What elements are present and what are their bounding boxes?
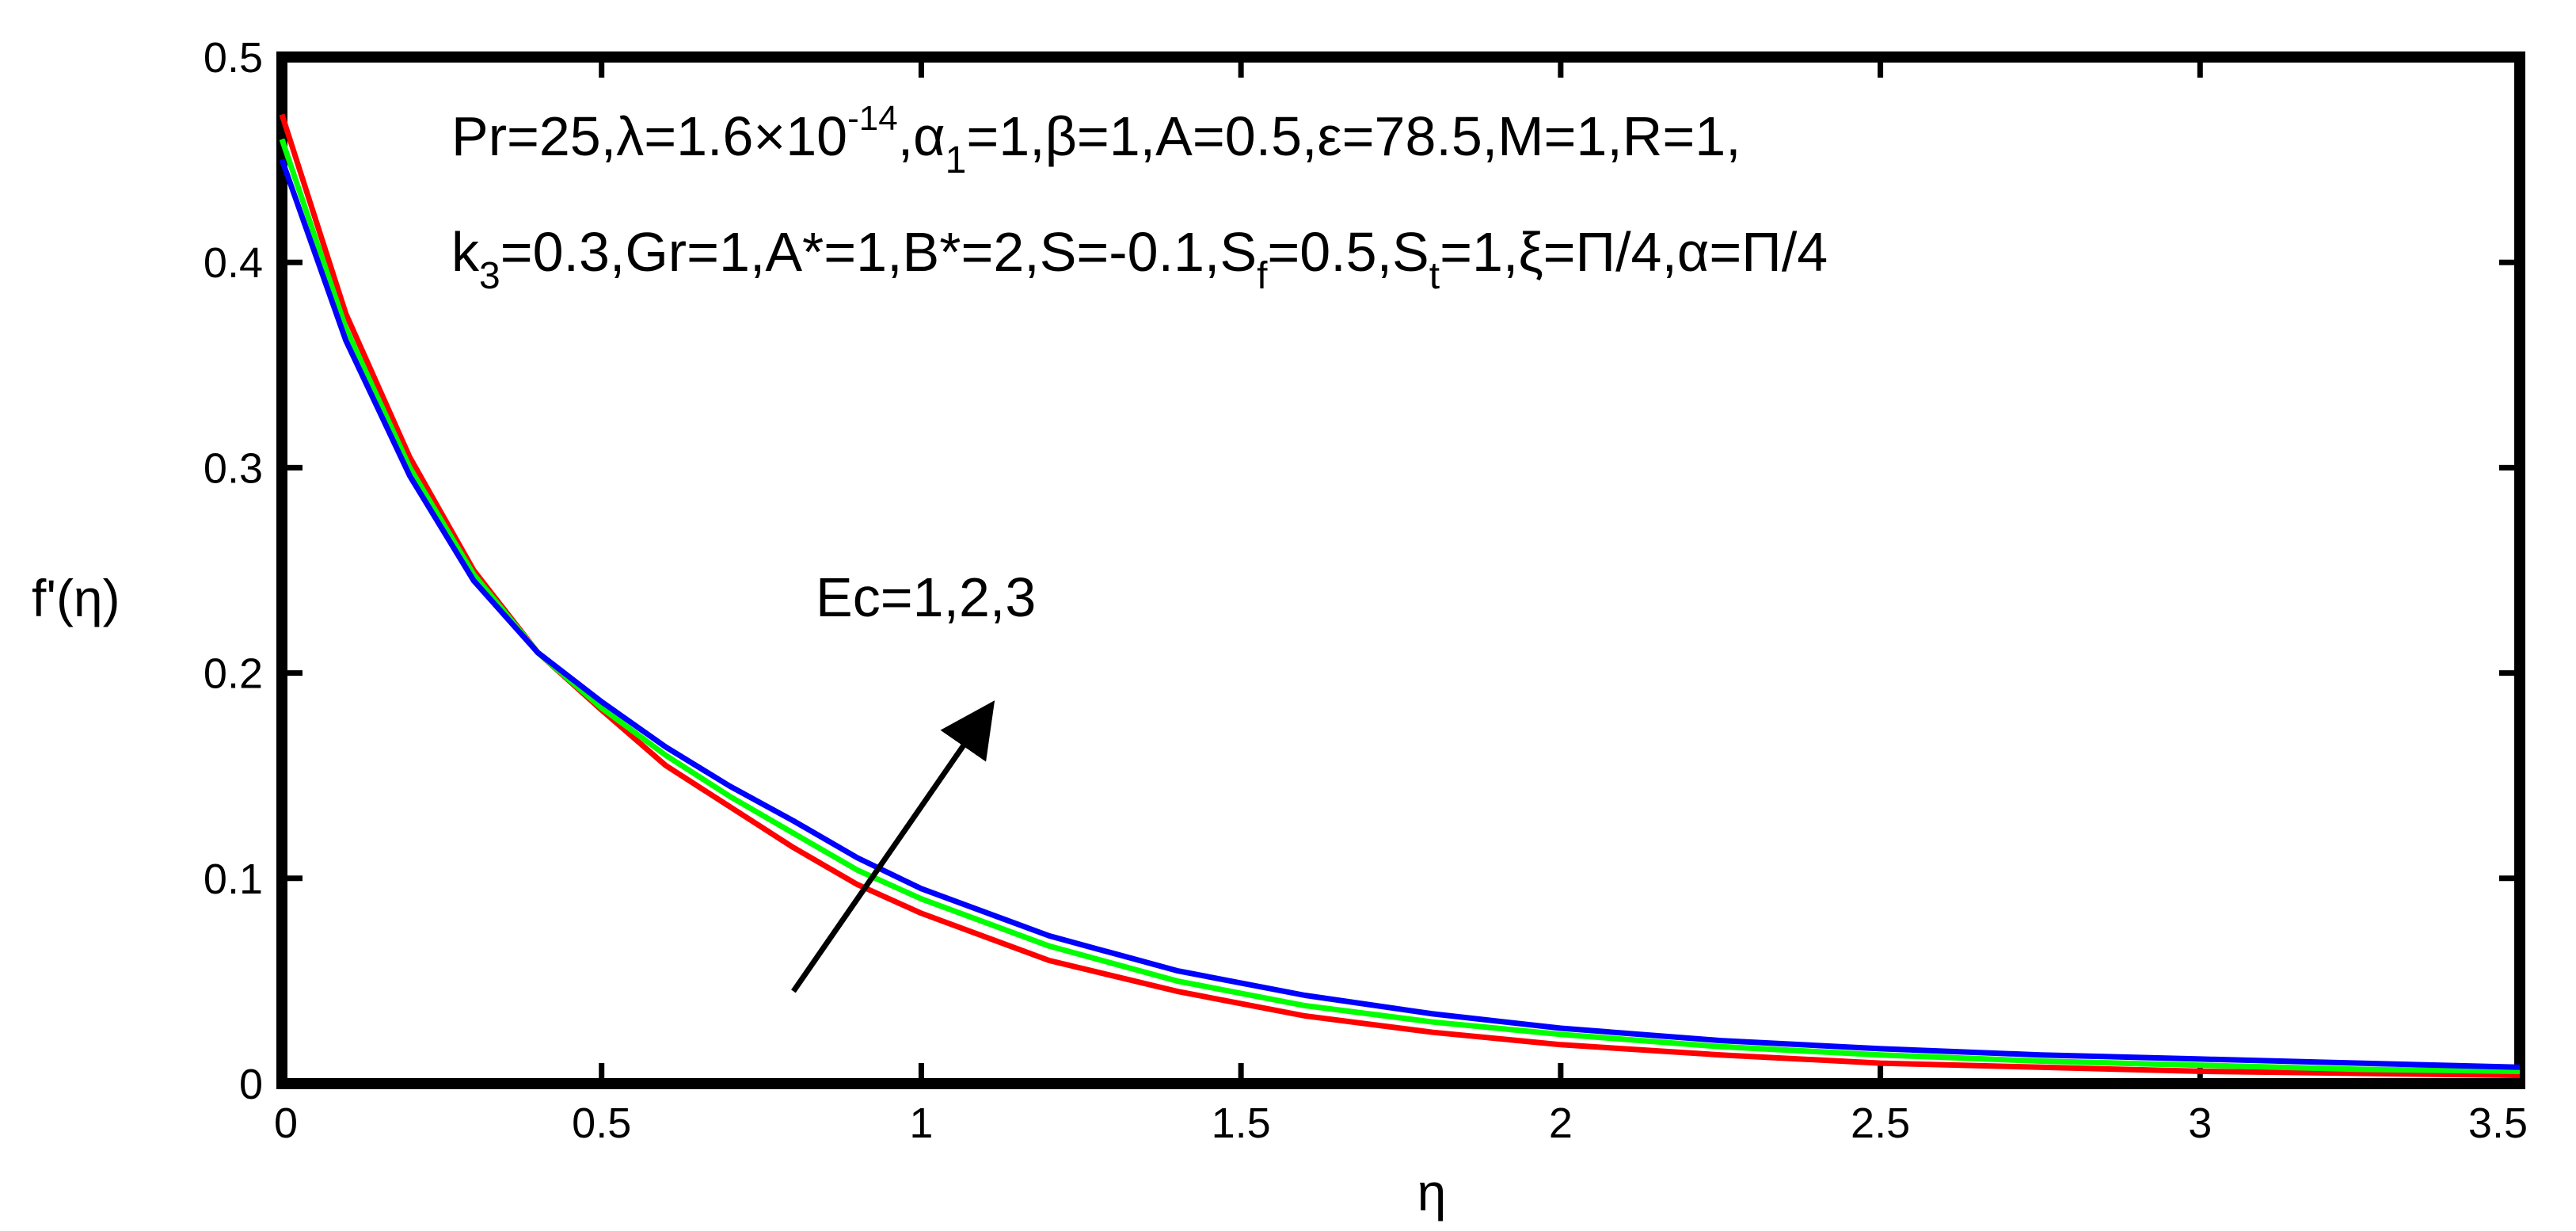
x-tick-label: 2.5 bbox=[1851, 1100, 1910, 1147]
y-tick-label: 0.1 bbox=[204, 856, 263, 903]
series-line-3 bbox=[279, 158, 2521, 1070]
y-axis-ticks: 0 0.1 0.2 0.3 0.4 0.5 bbox=[204, 34, 2520, 1108]
params-line-1-sub: 1 bbox=[946, 139, 967, 181]
y-tick-label: 0.3 bbox=[204, 444, 263, 492]
x-axis-ticks: 0 0.5 1 1.5 2 2.5 3 3.5 bbox=[274, 57, 2528, 1147]
plot-frame bbox=[276, 51, 2525, 1089]
ec-arrow bbox=[791, 700, 995, 993]
params-line-1-part-2: ,α bbox=[898, 105, 946, 167]
params-line-2-sub-3: t bbox=[1429, 255, 1440, 297]
x-tick-label: 2 bbox=[1549, 1100, 1573, 1147]
params-line-2-part-2: =0.3,Gr=1,A*=1,B*=2,S=-0.1,S bbox=[500, 221, 1257, 283]
ec-arrow-label: Ec=1,2,3 bbox=[816, 566, 1036, 628]
params-line-2-sub-1: 3 bbox=[479, 255, 500, 297]
params-line-2-part-1: k bbox=[451, 221, 480, 283]
y-tick-label: 0.4 bbox=[204, 239, 263, 287]
x-tick-label: 1.5 bbox=[1212, 1100, 1271, 1147]
y-tick-label: 0 bbox=[239, 1061, 263, 1108]
params-line-2-part-4: =1,ξ=Π/4,α=Π/4 bbox=[1440, 221, 1828, 283]
x-tick-label: 0.5 bbox=[572, 1100, 631, 1147]
x-tick-label: 3.5 bbox=[2468, 1100, 2528, 1147]
x-tick-label: 3 bbox=[2188, 1100, 2212, 1147]
x-tick-label: 0 bbox=[274, 1100, 298, 1147]
series-group bbox=[279, 113, 2521, 1079]
params-line-1-sup: -14 bbox=[847, 99, 898, 138]
params-line-2-part-3: =0.5,S bbox=[1267, 221, 1429, 283]
y-tick-label: 0.5 bbox=[204, 34, 263, 82]
x-axis-label: η bbox=[1417, 1163, 1447, 1221]
params-line-2-sub-2: f bbox=[1257, 255, 1268, 297]
params-line-1-part-3: =1,β=1,A=0.5,ε=78.5,M=1,R=1, bbox=[966, 105, 1741, 167]
y-axis-label: f'(η) bbox=[32, 569, 120, 627]
params-line-2: k3=0.3,Gr=1,A*=1,B*=2,S=-0.1,Sf=0.5,St=1… bbox=[451, 221, 1828, 297]
x-tick-label: 1 bbox=[909, 1100, 933, 1147]
params-line-1: Pr=25,λ=1.6×10-14,α1=1,β=1,A=0.5,ε=78.5,… bbox=[451, 99, 1741, 181]
y-tick-label: 0.2 bbox=[204, 650, 263, 698]
params-line-1-part-1: Pr=25,λ=1.6×10 bbox=[451, 105, 847, 167]
